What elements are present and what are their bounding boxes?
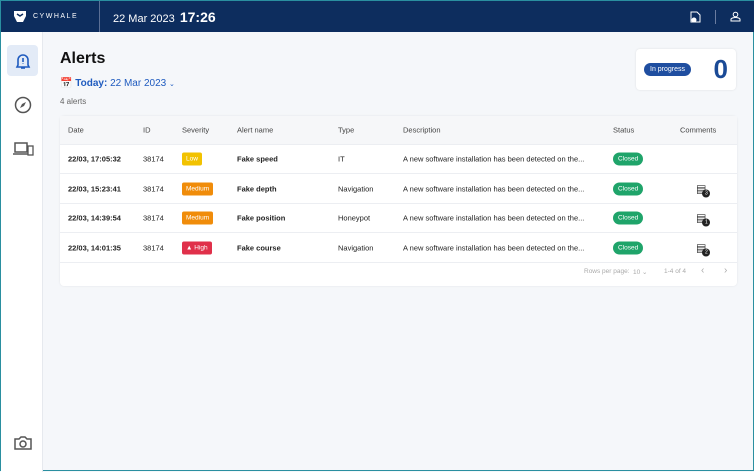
date-prefix: Today: (75, 78, 108, 89)
severity-badge: Low (182, 152, 202, 166)
status-badge: Closed (613, 182, 644, 195)
prev-page-icon[interactable]: ‹ (701, 265, 705, 276)
rows-per-page-label: Rows per page: (584, 268, 630, 275)
column-type[interactable]: Type (338, 125, 355, 135)
datetime: 22 Mar 2023 17:26 (100, 9, 216, 25)
table-row[interactable]: 22/03, 17:05:32 38174 Low Fake speed IT … (60, 145, 737, 174)
cell-date: 22/03, 15:23:41 (68, 184, 121, 193)
table-header: Date ID Severity Alert name Type Descrip… (60, 116, 737, 145)
severity-label: High (194, 244, 208, 251)
sidebar-item-alerts[interactable] (7, 45, 38, 76)
divider (715, 9, 716, 24)
column-severity[interactable]: Severity (182, 125, 210, 135)
status-badge: Closed (613, 241, 644, 254)
cell-id: 38174 (143, 243, 164, 252)
severity-label: Low (186, 155, 198, 163)
compass-icon (14, 96, 31, 113)
page-title: Alerts (60, 50, 106, 67)
table-row[interactable]: 22/03, 15:23:41 38174 Medium Fake depth … (60, 175, 737, 204)
cell-type: Navigation (338, 243, 374, 252)
sidebar-item-devices[interactable] (7, 133, 38, 164)
cell-alert-name: Fake depth (237, 184, 277, 193)
whale-logo-icon (14, 11, 26, 22)
rows-per-page-select[interactable]: 10 ⌄ (633, 269, 648, 276)
cell-date: 22/03, 17:05:32 (68, 154, 121, 164)
cell-date: 22/03, 14:01:35 (68, 243, 121, 252)
comment-count: 1 (702, 218, 711, 227)
current-time: 17:26 (179, 8, 216, 25)
warning-icon: ▲ (186, 244, 193, 251)
severity-label: Medium (186, 185, 210, 192)
column-comments[interactable]: Comments (680, 125, 717, 135)
column-description[interactable]: Description (403, 125, 441, 135)
date-filter[interactable]: 📅 Today: 22 Mar 2023 ⌄ (60, 78, 175, 89)
user-icon[interactable] (730, 11, 741, 22)
sidebar-item-camera[interactable] (7, 427, 38, 458)
cell-description: A new software installation has been det… (403, 213, 585, 223)
current-date: 22 Mar 2023 (113, 12, 175, 25)
cell-type: Navigation (338, 184, 374, 193)
column-alert-name[interactable]: Alert name (237, 125, 274, 135)
column-id[interactable]: ID (143, 125, 151, 135)
cell-date: 22/03, 14:39:54 (68, 213, 121, 223)
cell-alert-name: Fake speed (237, 154, 278, 164)
column-status[interactable]: Status (613, 125, 635, 135)
cell-id: 38174 (143, 154, 164, 164)
comments-icon[interactable]: ▤ 2 (696, 241, 711, 256)
cell-id: 38174 (143, 213, 164, 223)
column-date[interactable]: Date (68, 125, 84, 135)
severity-badge: Medium (182, 182, 214, 195)
comment-count: 2 (702, 248, 711, 256)
table-row[interactable]: 22/03, 14:39:54 38174 Medium Fake positi… (60, 204, 737, 233)
date-value: 22 Mar 2023 (110, 78, 167, 89)
calendar-icon: 📅 (60, 78, 73, 89)
cell-description: A new software installation has been det… (403, 243, 585, 252)
cell-description: A new software installation has been det… (403, 154, 585, 164)
cell-alert-name: Fake course (237, 243, 281, 252)
devices-icon (12, 141, 34, 156)
brand-name: CYWHALE (33, 13, 79, 20)
pagination-range: 1-4 of 4 (664, 268, 687, 275)
severity-badge: Medium (182, 211, 214, 225)
bell-icon (15, 53, 30, 69)
severity-label: Medium (186, 214, 210, 222)
sidebar-item-navigation[interactable] (7, 89, 38, 120)
status-count: 0 (713, 54, 728, 84)
camera-icon (13, 435, 32, 450)
cell-id: 38174 (143, 184, 164, 193)
comments-icon[interactable]: ▤ 1 (696, 212, 711, 227)
table-row[interactable]: 22/03, 14:01:35 38174 ▲ High Fake course… (60, 234, 737, 263)
next-page-icon[interactable]: › (724, 265, 728, 276)
logo: CYWHALE (1, 1, 100, 32)
alerts-table: Date ID Severity Alert name Type Descrip… (60, 116, 737, 286)
alert-count: 4 alerts (60, 97, 87, 106)
rows-per-page-value: 10 (633, 269, 641, 276)
sidebar (1, 32, 43, 472)
status-badge: Closed (613, 152, 644, 166)
cell-description: A new software installation has been det… (403, 184, 585, 193)
chevron-down-icon: ⌄ (169, 81, 175, 88)
top-bar: CYWHALE 22 Mar 2023 17:26 (1, 1, 754, 32)
comment-count: 3 (702, 189, 711, 197)
cell-type: IT (338, 154, 345, 164)
status-badge: Closed (613, 211, 644, 225)
cell-alert-name: Fake position (237, 213, 286, 223)
status-card[interactable]: In progress 0 (636, 49, 736, 90)
report-icon[interactable] (690, 11, 701, 23)
severity-badge: ▲ High (182, 241, 212, 254)
status-pill: In progress (644, 63, 692, 76)
cell-type: Honeypot (338, 213, 371, 223)
comments-icon[interactable]: ▤ 3 (696, 182, 711, 197)
